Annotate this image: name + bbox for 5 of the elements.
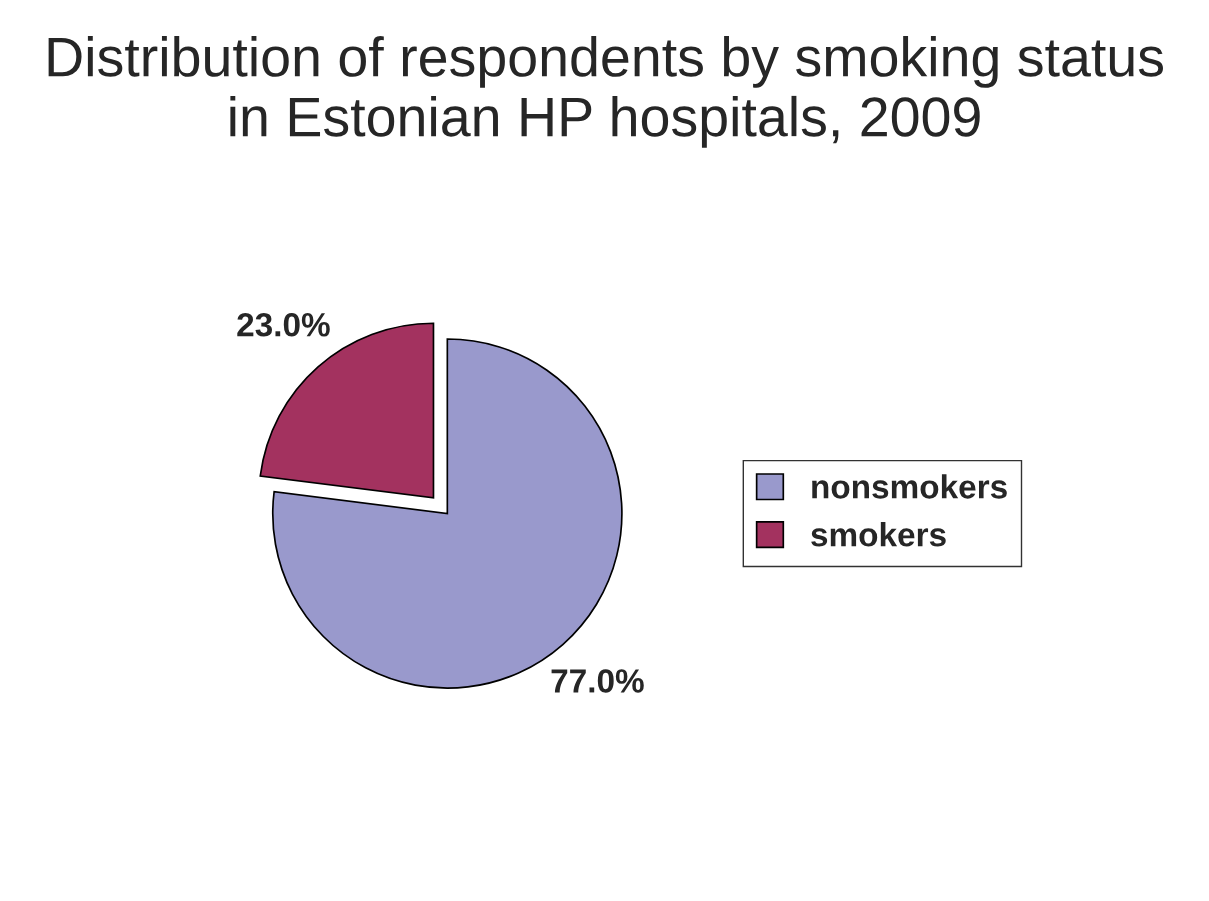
legend-label: smokers [811, 522, 946, 547]
legend-label: nonsmokers [812, 474, 1007, 499]
chart-title: Distribution of respondents by smoking status in Estonian HP hospitals, 2009 [48, 36, 1163, 148]
data-label: 23.0% [237, 312, 330, 337]
data-label: 77.0% [551, 669, 644, 693]
